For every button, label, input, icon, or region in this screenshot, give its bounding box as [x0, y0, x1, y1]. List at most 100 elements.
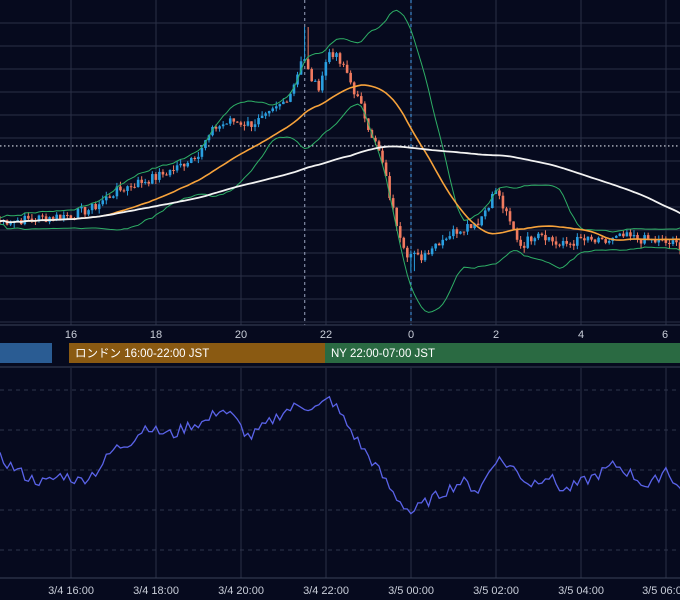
candle-body	[94, 204, 97, 210]
price-axis-tick: 4	[578, 329, 584, 341]
candle-body	[313, 80, 317, 82]
oscillator-axis-tick: 3/5 04:00	[558, 585, 604, 597]
price-grid	[0, 0, 680, 325]
candle-body	[349, 72, 352, 83]
candle-body	[487, 207, 491, 211]
candle-body	[636, 234, 639, 240]
candle-body	[448, 236, 452, 239]
candle-body	[175, 165, 179, 171]
candle-body	[452, 229, 455, 237]
candle-body	[501, 195, 505, 209]
candle-body	[250, 121, 253, 127]
candle-body	[381, 150, 384, 163]
candle-body	[189, 158, 193, 163]
session-bar-tokyo	[0, 343, 52, 363]
bollinger-lower-band	[0, 103, 680, 313]
candle-body	[214, 126, 218, 129]
candle-body	[572, 243, 576, 246]
candle-body	[51, 217, 55, 220]
price-axis-tick: 2	[493, 329, 499, 341]
candle-body	[388, 176, 391, 199]
candle-body	[423, 253, 427, 261]
candle-body	[321, 75, 324, 91]
price-axis-tick: 0	[408, 329, 414, 341]
candle-body	[462, 231, 466, 233]
price-axis-tick: 16	[65, 329, 77, 341]
candle-body	[76, 208, 80, 219]
candle-body	[108, 196, 112, 198]
candle-body	[143, 181, 147, 183]
candle-body	[41, 215, 44, 217]
candle-body	[416, 252, 420, 255]
candle-body	[328, 52, 331, 63]
candle-body	[271, 108, 275, 112]
candle-body	[331, 52, 335, 57]
candle-body	[37, 215, 41, 221]
candle-body	[576, 236, 579, 246]
session-label-london: ロンドン 16:00-22:00 JST	[75, 348, 209, 360]
candle-body	[172, 170, 175, 172]
candle-body	[197, 156, 200, 160]
candle-body	[274, 106, 278, 109]
oscillator-axis: 3/4 16:00 3/4 18:00 3/4 20:00 3/4 22:00 …	[48, 585, 680, 597]
oscillator-line	[0, 395, 680, 515]
candle-body	[664, 239, 668, 243]
candle-body	[345, 64, 349, 73]
candle-body	[597, 237, 600, 243]
candle-body	[529, 236, 533, 242]
candle-body	[586, 236, 590, 241]
oscillator-axis-tick: 3/4 22:00	[303, 585, 349, 597]
candle-body	[668, 242, 671, 245]
candle-body	[671, 240, 675, 245]
candle-body	[44, 216, 48, 222]
candle-body	[473, 223, 476, 229]
price-axis-tick: 18	[150, 329, 162, 341]
candle-body	[607, 240, 611, 243]
candle-body	[678, 242, 680, 250]
candle-body	[359, 96, 363, 104]
moving-average-white-line	[0, 145, 680, 224]
candle-body	[129, 186, 133, 188]
candle-body	[306, 59, 310, 70]
candle-body	[558, 244, 561, 246]
candle-body	[335, 53, 338, 57]
candle-body	[253, 124, 257, 127]
candle-body	[239, 122, 243, 125]
candle-body	[204, 140, 207, 149]
candle-body	[441, 239, 445, 246]
candle-body	[459, 231, 462, 234]
candle-body	[136, 179, 140, 188]
candle-body	[618, 233, 622, 236]
candle-body	[147, 181, 151, 184]
candle-body	[324, 62, 328, 76]
candle-body	[151, 174, 154, 184]
candle-body	[480, 216, 483, 226]
candle-body	[395, 207, 398, 227]
candle-body	[568, 243, 572, 245]
candle-body	[225, 123, 228, 125]
candle-body	[87, 210, 90, 215]
candle-body	[161, 171, 165, 175]
candle-body	[544, 234, 547, 241]
candle-body	[614, 235, 618, 238]
candle-body	[515, 229, 519, 240]
candle-body	[547, 237, 551, 241]
candle-body	[561, 241, 565, 246]
candle-body	[186, 162, 190, 167]
candle-body	[342, 63, 345, 65]
candle-body	[80, 207, 83, 209]
candle-body	[218, 126, 221, 129]
oscillator-pane	[0, 368, 680, 578]
candle-body	[112, 196, 115, 198]
candle-body	[526, 236, 530, 248]
candle-body	[384, 162, 388, 177]
candle-body	[193, 158, 197, 160]
candle-body	[632, 234, 636, 237]
candle-body	[97, 204, 101, 210]
candle-body	[508, 211, 512, 222]
candle-body	[657, 239, 661, 243]
candle-body	[115, 186, 119, 197]
candle-body	[140, 179, 143, 183]
candle-body	[444, 238, 448, 240]
candle-body	[338, 53, 342, 64]
